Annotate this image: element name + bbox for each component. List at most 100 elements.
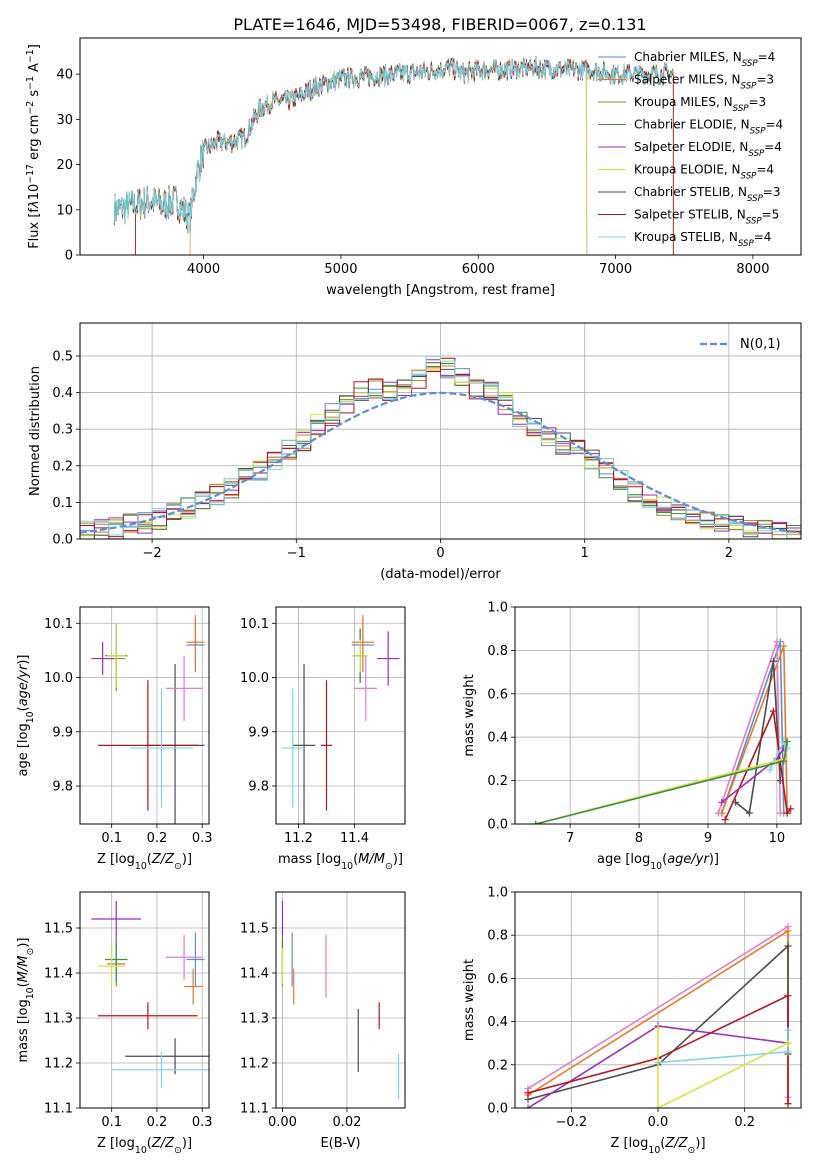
y-tick-label: 0.6 [487, 687, 508, 702]
x-tick-label: 0.3 [192, 831, 213, 846]
x-tick-label: 0.0 [648, 1115, 669, 1130]
x-tick-label: 0 [436, 546, 444, 561]
x-axis-label: mass [log10(M/M⊙)] [278, 852, 403, 872]
label-part: SSP [748, 149, 765, 159]
axes-layer: 4000 5000 6000 7000 8000010203040wavelength … [16, 37, 802, 1156]
panel-spectrum: 4000 5000 6000 7000 8000 0 10 20 30 40 wavelength … [25, 37, 802, 298]
x-tick-label: 2 [725, 546, 733, 561]
y-tick-label: 11.2 [44, 1057, 73, 1072]
weight-marker [784, 942, 792, 950]
y-axis-label: mass weight [462, 674, 477, 756]
panel-mass-vs-ebv: 0.00 0.02 11.1 11.2 11.3 11.4 11.5 E(B-V) [240, 891, 406, 1151]
label-part: age/yr [667, 852, 710, 867]
y-tick-label: 20 [56, 158, 73, 173]
spectrum-line-chabrier-stelib [113, 58, 674, 231]
label-part: SSP [747, 194, 764, 204]
label-part: )] [695, 1136, 705, 1151]
label-part: age/yr [16, 663, 31, 706]
weight-marker [766, 766, 774, 774]
axes-frame [514, 606, 802, 825]
x-tick-label: −0.2 [556, 1115, 588, 1130]
label-part: ( [147, 852, 152, 867]
label-part: Salpeter STELIB, N [634, 208, 746, 222]
spectrum-line-kroupa-stelib [113, 57, 674, 234]
label-part: ( [16, 706, 31, 711]
y-tick-label: 9.8 [52, 780, 73, 795]
x-axis-label: wavelength [Angstrom, rest frame] [326, 283, 555, 298]
panel-age-vs-mass: 11.2 11.4 9.8 9.9 10.0 10.1 mass [log10(M/M⊙)] [240, 606, 406, 872]
axes-frame [79, 891, 210, 1109]
label-part: ( [662, 852, 667, 867]
plot-area [281, 901, 400, 1099]
y-axis-label: mass [log10(M/M⊙)] [16, 938, 36, 1063]
x-tick-label: 4000 [187, 262, 220, 277]
weight-marker [787, 805, 795, 813]
label-part: Z [log [610, 1136, 648, 1151]
y-tick-label: 0.2 [52, 459, 73, 474]
y-tick-label: 0.4 [487, 1015, 508, 1030]
label-part: −1 [25, 76, 36, 90]
y-tick-label: 0.4 [52, 386, 73, 401]
legend-entry: Kroupa STELIB, NSSP=4 [634, 230, 771, 249]
x-tick-label: 8000 [736, 262, 769, 277]
label-part: −17 [25, 164, 36, 184]
legend-entry: Chabrier ELODIE, NSSP=4 [634, 118, 783, 137]
weight-marker [784, 927, 792, 935]
x-tick-label: 0.02 [332, 1115, 361, 1130]
label-part: =3 [763, 185, 781, 199]
y-tick-label: 0.3 [52, 423, 73, 438]
x-tick-label: 0.1 [101, 1115, 122, 1130]
label-part: ⊙ [385, 861, 393, 872]
weight-marker [783, 738, 791, 746]
y-tick-label: 10.0 [240, 671, 269, 686]
plot-area [281, 615, 400, 824]
y-tick-label: 11.3 [240, 1012, 269, 1027]
label-part: =3 [749, 95, 767, 109]
spectrum-line-kroupa-elodie [189, 57, 588, 255]
weight-marker [654, 1104, 662, 1108]
label-part: ] [27, 44, 42, 49]
weight-marker [769, 657, 777, 665]
label-part: −1 [25, 49, 36, 63]
axes-frame [275, 891, 406, 1109]
label-part: ( [16, 982, 31, 987]
weight-marker [784, 1026, 792, 1034]
axes-frame [514, 891, 802, 1109]
label-part: =4 [754, 230, 772, 244]
spectrum-line-salpeter-elodie [189, 57, 588, 255]
x-tick-label: 5000 [324, 262, 357, 277]
weight-marker [776, 809, 784, 817]
label-part: Chabrier STELIB, N [634, 185, 747, 199]
label-part: M/M [16, 956, 31, 983]
label-part: Kroupa ELODIE, N [634, 163, 741, 177]
y-tick-label: 9.8 [248, 780, 269, 795]
x-axis-label: Z [log10(Z/Z⊙)] [97, 1136, 192, 1156]
y-tick-label: 11.5 [240, 922, 269, 937]
label-part: SSP [733, 104, 750, 114]
label-part: Kroupa STELIB, N [634, 230, 738, 244]
weight-marker [745, 809, 753, 817]
x-tick-label: 11.4 [340, 831, 369, 846]
y-tick-label: 1.0 [487, 886, 508, 901]
legend-entry: Kroupa MILES, NSSP=3 [634, 95, 766, 114]
weight-line-kroupa-elodie [657, 1028, 789, 1108]
y-tick-label: 11.5 [44, 922, 73, 937]
label-part: Z [log [97, 1136, 135, 1151]
label-part: Z/Z [151, 1136, 175, 1151]
x-tick-label: 0.2 [734, 1115, 755, 1130]
x-axis-label: (data-model)/error [380, 567, 501, 582]
y-axis-label: age [log10(age/yr)] [16, 654, 36, 776]
label-part: 10 [648, 1145, 660, 1156]
histogram-kroupa-stelib [80, 355, 801, 539]
y-tick-label: 10.1 [240, 617, 269, 632]
axes-frame [79, 322, 802, 540]
y-tick-label: 0.8 [487, 929, 508, 944]
y-tick-label: 0.4 [487, 731, 508, 746]
y-axis-label: Flux [fλ10−17 erg cm−2 s−1 A−1] [25, 44, 43, 249]
label-part: Z/Z [151, 852, 175, 867]
label-part: mass [log [16, 999, 31, 1062]
label-part: =5 [762, 208, 780, 222]
spectrum-line-chabrier-elodie [113, 56, 674, 234]
label-part: Salpeter MILES, N [634, 73, 741, 87]
